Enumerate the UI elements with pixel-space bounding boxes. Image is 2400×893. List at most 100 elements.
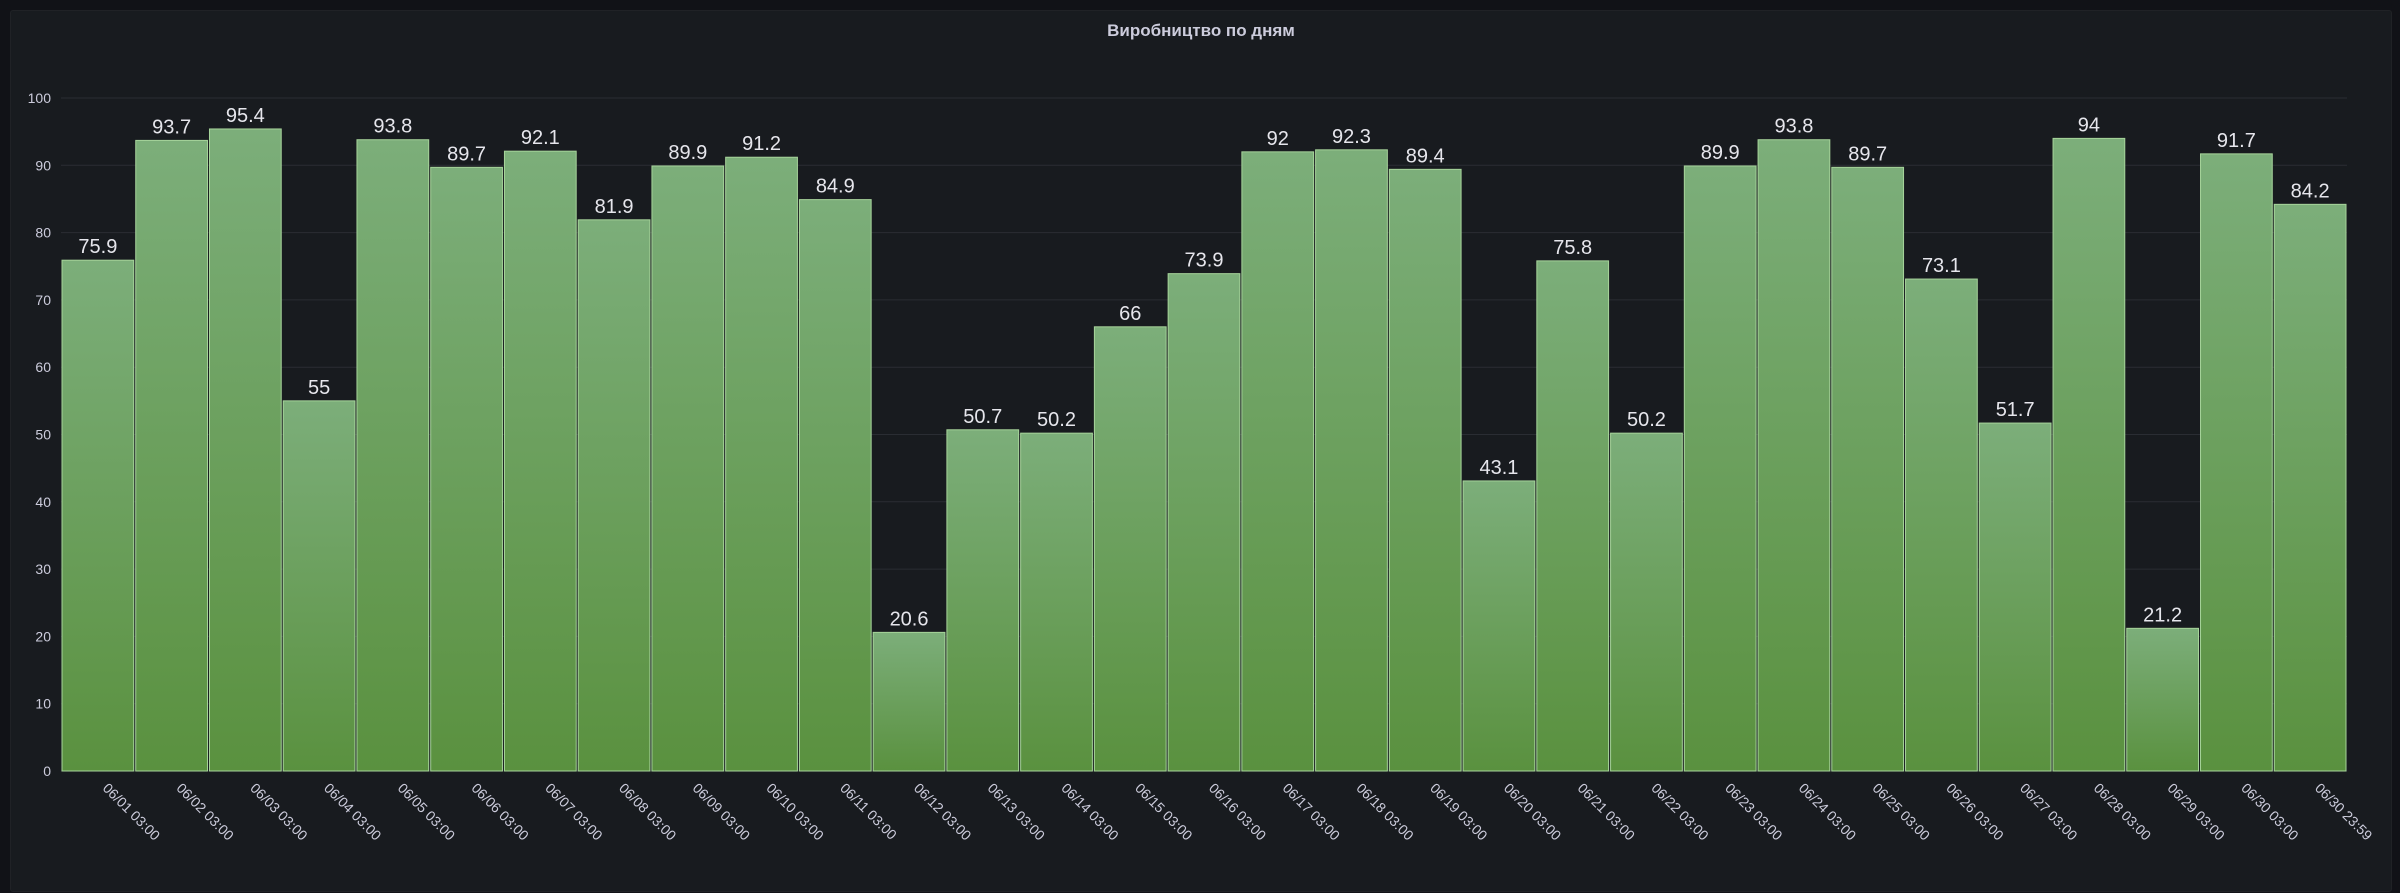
chart-panel: Виробництво по дням 0 10 20 30 40 50 60 70 80 90 1… — [10, 10, 2392, 892]
bars — [61, 128, 2347, 772]
x-tick-label: 06/04 03:00 — [321, 780, 385, 844]
bar-chart: 0 10 20 30 40 50 60 70 80 90 100 75.9 93.7 95.4 55 93.… — [28, 90, 2376, 844]
bar-value-label: 75.9 — [78, 236, 117, 258]
bar-value-label: 89.7 — [1848, 143, 1887, 165]
y-tick-label: 90 — [35, 157, 51, 173]
y-tick-label: 20 — [35, 628, 51, 644]
bar[interactable] — [1388, 168, 1462, 772]
bar-value-label: 55 — [308, 377, 330, 399]
bar-value-label: 89.9 — [1701, 142, 1740, 164]
x-tick-label: 06/21 03:00 — [1575, 780, 1639, 844]
y-tick-label: 0 — [43, 763, 51, 779]
x-tick-label: 06/05 03:00 — [395, 780, 459, 844]
bar[interactable] — [1462, 480, 1536, 772]
x-tick-label: 06/16 03:00 — [1206, 780, 1270, 844]
bar-value-label: 75.8 — [1553, 237, 1592, 259]
bar-value-label: 50.2 — [1037, 409, 1076, 431]
y-tick-label: 10 — [35, 696, 51, 712]
bar[interactable] — [577, 219, 651, 772]
y-tick-label: 50 — [35, 427, 51, 443]
bar[interactable] — [2200, 153, 2273, 772]
bar[interactable] — [1905, 278, 1978, 772]
x-axis-ticks: 06/01 03:00 06/02 03:00 06/03 03:00 06/04 0… — [100, 780, 2376, 844]
x-tick-label: 06/23 03:00 — [1722, 780, 1786, 844]
bar[interactable] — [1831, 166, 1905, 772]
bar[interactable] — [1315, 149, 1388, 772]
y-tick-label: 30 — [35, 561, 51, 577]
x-tick-label: 06/29 03:00 — [2165, 780, 2229, 844]
bar[interactable] — [135, 139, 208, 772]
y-axis-ticks: 0 10 20 30 40 50 60 70 80 90 100 — [28, 90, 52, 779]
bar[interactable] — [1167, 273, 1241, 772]
bar[interactable] — [1241, 151, 1315, 772]
bar-value-label: 73.9 — [1185, 250, 1224, 272]
panel-title: Виробництво по дням — [1107, 21, 1295, 40]
bar[interactable] — [725, 156, 798, 772]
bar[interactable] — [2052, 137, 2126, 772]
bar[interactable] — [2273, 203, 2347, 772]
x-tick-label: 06/12 03:00 — [911, 780, 975, 844]
bar[interactable] — [946, 429, 1020, 772]
x-tick-label: 06/30 23:59 — [2312, 780, 2376, 844]
x-tick-label: 06/24 03:00 — [1796, 780, 1860, 844]
x-tick-label: 06/25 03:00 — [1870, 780, 1934, 844]
bar-value-label: 95.4 — [226, 105, 265, 127]
x-tick-label: 06/08 03:00 — [616, 780, 680, 844]
data-labels: 75.9 93.7 95.4 55 93.8 89.7 92.1 81.9 89.9 91.2 84… — [78, 105, 2329, 630]
y-tick-label: 60 — [35, 359, 51, 375]
bar-value-label: 89.7 — [447, 143, 486, 165]
bar[interactable] — [1020, 432, 1093, 772]
bar-value-label: 92.3 — [1332, 126, 1371, 148]
x-tick-label: 06/03 03:00 — [247, 780, 311, 844]
x-tick-label: 06/26 03:00 — [1943, 780, 2007, 844]
x-tick-label: 06/02 03:00 — [173, 780, 237, 844]
bar-value-label: 92.1 — [521, 127, 560, 149]
bar[interactable] — [1610, 432, 1683, 772]
bar[interactable] — [1683, 165, 1757, 772]
x-tick-label: 06/30 03:00 — [2238, 780, 2302, 844]
x-tick-label: 06/07 03:00 — [542, 780, 606, 844]
y-tick-label: 70 — [35, 292, 51, 308]
x-tick-label: 06/18 03:00 — [1353, 780, 1417, 844]
bar[interactable] — [356, 139, 430, 772]
x-tick-label: 06/01 03:00 — [100, 780, 164, 844]
x-tick-label: 06/22 03:00 — [1648, 780, 1712, 844]
bar-value-label: 92 — [1267, 128, 1289, 150]
x-tick-label: 06/19 03:00 — [1427, 780, 1491, 844]
x-tick-label: 06/11 03:00 — [837, 780, 900, 843]
bar-value-label: 50.7 — [963, 406, 1002, 428]
bar[interactable] — [1536, 260, 1610, 772]
bar-value-label: 89.9 — [668, 142, 707, 164]
bar-value-label: 66 — [1119, 303, 1141, 325]
bar[interactable] — [430, 166, 503, 772]
bar-value-label: 73.1 — [1922, 255, 1961, 277]
bar[interactable] — [1757, 139, 1831, 772]
bar-value-label: 93.7 — [152, 116, 191, 138]
bar-value-label: 81.9 — [595, 196, 634, 218]
bar-value-label: 91.7 — [2217, 130, 2256, 152]
bar[interactable] — [208, 128, 282, 772]
bar-value-label: 89.4 — [1406, 145, 1445, 167]
bar-value-label: 84.9 — [816, 176, 855, 198]
y-tick-label: 100 — [28, 90, 52, 106]
bar[interactable] — [798, 199, 872, 772]
bar-value-label: 21.2 — [2143, 604, 2182, 626]
x-tick-label: 06/17 03:00 — [1280, 780, 1344, 844]
x-tick-label: 06/10 03:00 — [763, 780, 827, 844]
bar[interactable] — [872, 631, 946, 772]
bar[interactable] — [282, 400, 356, 772]
bar-value-label: 20.6 — [890, 608, 929, 630]
bar[interactable] — [1978, 422, 2052, 772]
x-tick-label: 06/28 03:00 — [2091, 780, 2155, 844]
x-tick-label: 06/14 03:00 — [1058, 780, 1122, 844]
bar[interactable] — [1093, 326, 1167, 772]
y-tick-label: 40 — [35, 494, 51, 510]
bar-value-label: 43.1 — [1479, 457, 1518, 479]
bar[interactable] — [651, 165, 725, 772]
x-tick-label: 06/09 03:00 — [690, 780, 754, 844]
bar[interactable] — [61, 259, 135, 772]
bar[interactable] — [503, 150, 577, 772]
bar-value-label: 93.8 — [1774, 116, 1813, 138]
bar[interactable] — [2126, 627, 2200, 772]
bar-value-label: 84.2 — [2291, 180, 2330, 202]
